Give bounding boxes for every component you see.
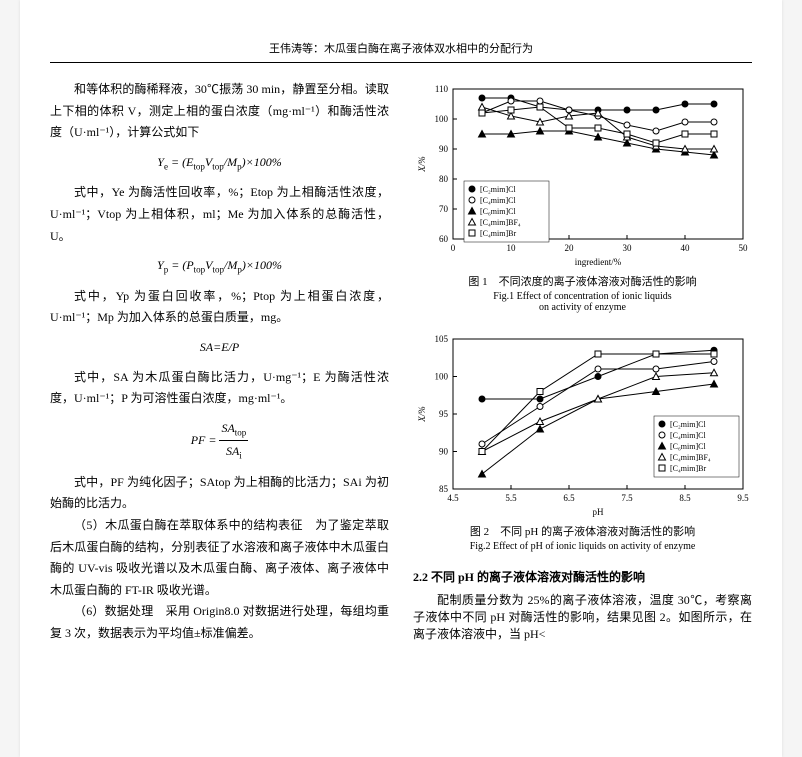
svg-text:[C₄mim]Br: [C₄mim]Br — [670, 464, 706, 473]
svg-text:90: 90 — [439, 144, 449, 154]
svg-text:[C₆mim]Cl: [C₆mim]Cl — [670, 442, 706, 451]
svg-text:70: 70 — [439, 204, 449, 214]
svg-text:[C₄mim]Cl: [C₄mim]Cl — [670, 431, 706, 440]
svg-text:50: 50 — [739, 243, 749, 253]
fig1-caption-en: Fig.1 Effect of concentration of ionic l… — [413, 291, 752, 313]
section-2-2-body: 配制质量分数为 25%的离子液体溶液，温度 30℃，考察离子液体中不同 pH 对… — [413, 591, 752, 642]
svg-text:[C₄mim]Cl: [C₄mim]Cl — [480, 196, 516, 205]
svg-text:[C₆mim]Cl: [C₆mim]Cl — [480, 207, 516, 216]
two-column-content: 和等体积的酶稀释液，30℃振荡 30 min，静置至分相。读取上下相的体积 V，… — [50, 79, 752, 645]
svg-text:[C₂mim]Cl: [C₂mim]Cl — [480, 185, 516, 194]
section-2-2-title: 2.2 不同 pH 的离子液体溶液对酶活性的影响 — [413, 568, 752, 585]
svg-text:[C₄mim]Br: [C₄mim]Br — [480, 229, 516, 238]
formula-3-explain: 式中，SA 为木瓜蛋白酶比活力，U·mg⁻¹；E 为酶活性浓度，U·ml⁻¹；P… — [50, 367, 389, 410]
right-column: 0 10 20 30 40 50 60 70 80 90 100 110 ingredient/% X/%… — [413, 79, 752, 645]
svg-text:[C₂mim]Cl: [C₂mim]Cl — [670, 420, 706, 429]
svg-text:ingredient/%: ingredient/% — [575, 257, 622, 267]
fig1-caption-cn: 图 1 不同浓度的离子液体溶液对酶活性的影响 — [413, 273, 752, 289]
svg-text:5.5: 5.5 — [505, 493, 517, 503]
svg-text:[C₄mim]BF₄: [C₄mim]BF₄ — [480, 218, 521, 227]
fig2-caption-en: Fig.2 Effect of pH of ionic liquids on a… — [413, 541, 752, 552]
svg-text:X/%: X/% — [417, 406, 427, 423]
svg-text:105: 105 — [435, 334, 449, 344]
para-1: 和等体积的酶稀释液，30℃振荡 30 min，静置至分相。读取上下相的体积 V，… — [50, 79, 389, 144]
formula-4-explain: 式中，PF 为纯化因子；SAtop 为上相酶的比活力；SAi 为初始酶的比活力。 — [50, 472, 389, 515]
svg-text:20: 20 — [565, 243, 575, 253]
svg-text:8.5: 8.5 — [679, 493, 691, 503]
svg-text:110: 110 — [435, 84, 449, 94]
svg-text:100: 100 — [435, 114, 449, 124]
paper-header-title: 王伟涛等：木瓜蛋白酶在离子液体双水相中的分配行为 — [50, 40, 752, 63]
formula-2: Yp = (PtopVtop/Mp)×100% — [50, 255, 389, 278]
svg-text:100: 100 — [435, 372, 449, 382]
formula-3: SA=E/P — [50, 337, 389, 359]
figure-2: 4.5 5.5 6.5 7.5 8.5 9.5 85 90 95 100 105 pH X/% [C₂mi… — [413, 329, 752, 519]
formula-1: Ye = (EtopVtop/Mp)×100% — [50, 152, 389, 175]
left-column: 和等体积的酶稀释液，30℃振荡 30 min，静置至分相。读取上下相的体积 V，… — [50, 79, 389, 645]
formula-1-explain: 式中，Ye 为酶活性回收率，%；Etop 为上相酶活性浓度，U·ml⁻¹；Vto… — [50, 182, 389, 247]
svg-text:6.5: 6.5 — [563, 493, 575, 503]
svg-text:7.5: 7.5 — [621, 493, 633, 503]
svg-text:85: 85 — [439, 484, 449, 494]
svg-text:40: 40 — [681, 243, 691, 253]
formula-4: PF = SAtop SAi — [50, 418, 389, 464]
fig2-caption-cn: 图 2 不同 pH 的离子液体溶液对酶活性的影响 — [413, 523, 752, 539]
svg-text:X/%: X/% — [417, 156, 427, 173]
svg-text:95: 95 — [439, 409, 449, 419]
svg-text:9.5: 9.5 — [737, 493, 749, 503]
paper-page: 王伟涛等：木瓜蛋白酶在离子液体双水相中的分配行为 和等体积的酶稀释液，30℃振荡… — [20, 0, 782, 757]
para-5: （5）木瓜蛋白酶在萃取体系中的结构表征 为了鉴定萃取后木瓜蛋白酶的结构，分别表征… — [50, 515, 389, 601]
svg-text:90: 90 — [439, 447, 449, 457]
formula-2-explain: 式中，Yp 为蛋白回收率，%；Ptop 为上相蛋白浓度，U·ml⁻¹；Mp 为加… — [50, 286, 389, 329]
figure-1: 0 10 20 30 40 50 60 70 80 90 100 110 ingredient/% X/%… — [413, 79, 752, 269]
svg-text:pH: pH — [593, 507, 605, 517]
para-6: （6）数据处理 采用 Origin8.0 对数据进行处理，每组均重复 3 次，数… — [50, 601, 389, 644]
svg-text:10: 10 — [507, 243, 517, 253]
svg-text:30: 30 — [623, 243, 633, 253]
svg-text:[C₄mim]BF₄: [C₄mim]BF₄ — [670, 453, 711, 462]
svg-text:0: 0 — [451, 243, 456, 253]
svg-text:4.5: 4.5 — [447, 493, 459, 503]
svg-text:80: 80 — [439, 174, 449, 184]
svg-text:60: 60 — [439, 234, 449, 244]
